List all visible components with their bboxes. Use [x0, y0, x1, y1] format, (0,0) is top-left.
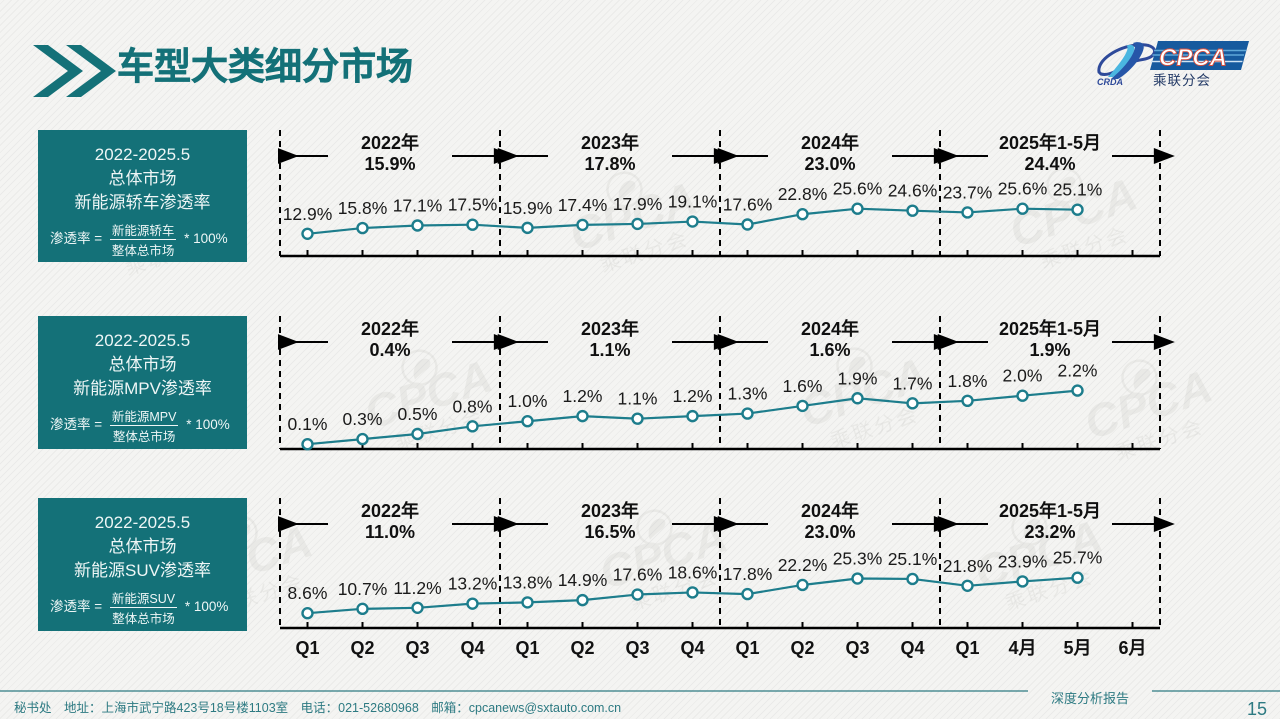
svg-text:17.5%: 17.5% — [448, 195, 498, 215]
svg-text:25.1%: 25.1% — [1053, 180, 1103, 200]
svg-text:22.8%: 22.8% — [778, 184, 828, 204]
svg-text:23.0%: 23.0% — [804, 154, 855, 174]
svg-text:2025年1-5月: 2025年1-5月 — [999, 318, 1101, 339]
svg-text:15.9%: 15.9% — [503, 198, 553, 218]
svg-text:15.8%: 15.8% — [338, 198, 388, 218]
svg-text:4月: 4月 — [1008, 638, 1036, 658]
svg-text:2024年: 2024年 — [801, 318, 859, 339]
svg-text:8.6%: 8.6% — [288, 583, 328, 603]
svg-text:16.5%: 16.5% — [584, 522, 635, 542]
svg-text:1.6%: 1.6% — [783, 376, 823, 396]
svg-text:1.0%: 1.0% — [508, 391, 548, 411]
svg-text:Q1: Q1 — [515, 638, 539, 658]
svg-text:Q2: Q2 — [350, 638, 374, 658]
svg-text:1.1%: 1.1% — [618, 389, 658, 409]
svg-text:2024年: 2024年 — [801, 500, 859, 521]
svg-text:Q3: Q3 — [625, 638, 649, 658]
svg-text:17.6%: 17.6% — [613, 565, 663, 585]
svg-text:24.4%: 24.4% — [1024, 154, 1075, 174]
svg-text:25.1%: 25.1% — [888, 549, 938, 569]
svg-text:1.1%: 1.1% — [589, 340, 630, 360]
svg-text:13.8%: 13.8% — [503, 572, 553, 592]
svg-text:0.3%: 0.3% — [343, 409, 383, 429]
svg-text:17.4%: 17.4% — [558, 195, 608, 215]
svg-text:23.0%: 23.0% — [804, 522, 855, 542]
svg-text:2023年: 2023年 — [581, 132, 639, 153]
svg-text:1.9%: 1.9% — [1029, 340, 1070, 360]
svg-text:Q1: Q1 — [955, 638, 979, 658]
svg-text:1.6%: 1.6% — [809, 340, 850, 360]
svg-text:1.2%: 1.2% — [673, 386, 713, 406]
svg-text:25.7%: 25.7% — [1053, 548, 1103, 568]
svg-text:23.9%: 23.9% — [998, 551, 1048, 571]
svg-text:17.1%: 17.1% — [393, 196, 443, 216]
svg-text:23.7%: 23.7% — [943, 182, 993, 202]
svg-text:14.9%: 14.9% — [558, 570, 608, 590]
svg-text:1.8%: 1.8% — [948, 371, 988, 391]
svg-text:17.8%: 17.8% — [723, 564, 773, 584]
svg-text:CPCA: CPCA — [1159, 45, 1227, 72]
svg-text:CRDA: CRDA — [1097, 77, 1123, 87]
svg-text:2.2%: 2.2% — [1058, 361, 1098, 381]
svg-text:21.8%: 21.8% — [943, 556, 993, 576]
svg-text:11.0%: 11.0% — [365, 522, 415, 542]
svg-text:Q3: Q3 — [405, 638, 429, 658]
svg-text:2025年1-5月: 2025年1-5月 — [999, 500, 1101, 521]
svg-text:6月: 6月 — [1118, 638, 1146, 658]
svg-text:17.6%: 17.6% — [723, 195, 773, 215]
svg-text:5月: 5月 — [1063, 638, 1091, 658]
svg-text:2024年: 2024年 — [801, 132, 859, 153]
svg-text:23.2%: 23.2% — [1024, 522, 1075, 542]
svg-text:17.9%: 17.9% — [613, 194, 663, 214]
svg-text:10.7%: 10.7% — [338, 579, 388, 599]
svg-text:25.6%: 25.6% — [998, 179, 1048, 199]
svg-text:Q4: Q4 — [680, 638, 704, 658]
svg-text:Q1: Q1 — [295, 638, 319, 658]
svg-text:13.2%: 13.2% — [448, 574, 498, 594]
svg-text:2025年1-5月: 2025年1-5月 — [999, 132, 1101, 153]
svg-text:Q2: Q2 — [570, 638, 594, 658]
svg-text:1.2%: 1.2% — [563, 386, 603, 406]
svg-text:乘联分会: 乘联分会 — [1153, 73, 1211, 88]
svg-text:Q2: Q2 — [790, 638, 814, 658]
svg-text:19.1%: 19.1% — [668, 192, 718, 212]
svg-text:25.6%: 25.6% — [833, 179, 883, 199]
svg-text:2022年: 2022年 — [361, 132, 419, 153]
svg-text:0.8%: 0.8% — [453, 396, 493, 416]
svg-text:2.0%: 2.0% — [1003, 366, 1043, 386]
svg-text:0.1%: 0.1% — [288, 414, 328, 434]
svg-text:0.5%: 0.5% — [398, 404, 438, 424]
svg-text:2022年: 2022年 — [361, 318, 419, 339]
svg-text:Q4: Q4 — [460, 638, 484, 658]
svg-text:Q3: Q3 — [845, 638, 869, 658]
svg-text:17.8%: 17.8% — [584, 154, 635, 174]
svg-text:1.9%: 1.9% — [838, 368, 878, 388]
svg-text:1.3%: 1.3% — [728, 384, 768, 404]
svg-text:25.3%: 25.3% — [833, 549, 883, 569]
svg-text:18.6%: 18.6% — [668, 562, 718, 582]
svg-text:15.9%: 15.9% — [364, 154, 415, 174]
svg-text:Q1: Q1 — [735, 638, 759, 658]
svg-text:12.9%: 12.9% — [283, 204, 333, 224]
svg-text:22.2%: 22.2% — [778, 555, 828, 575]
svg-text:0.4%: 0.4% — [369, 340, 410, 360]
svg-text:Q4: Q4 — [900, 638, 924, 658]
svg-text:2022年: 2022年 — [361, 500, 419, 521]
svg-text:11.2%: 11.2% — [393, 578, 441, 598]
svg-text:1.7%: 1.7% — [893, 373, 933, 393]
svg-text:2023年: 2023年 — [581, 318, 639, 339]
svg-text:2023年: 2023年 — [581, 500, 639, 521]
svg-text:24.6%: 24.6% — [888, 181, 938, 201]
